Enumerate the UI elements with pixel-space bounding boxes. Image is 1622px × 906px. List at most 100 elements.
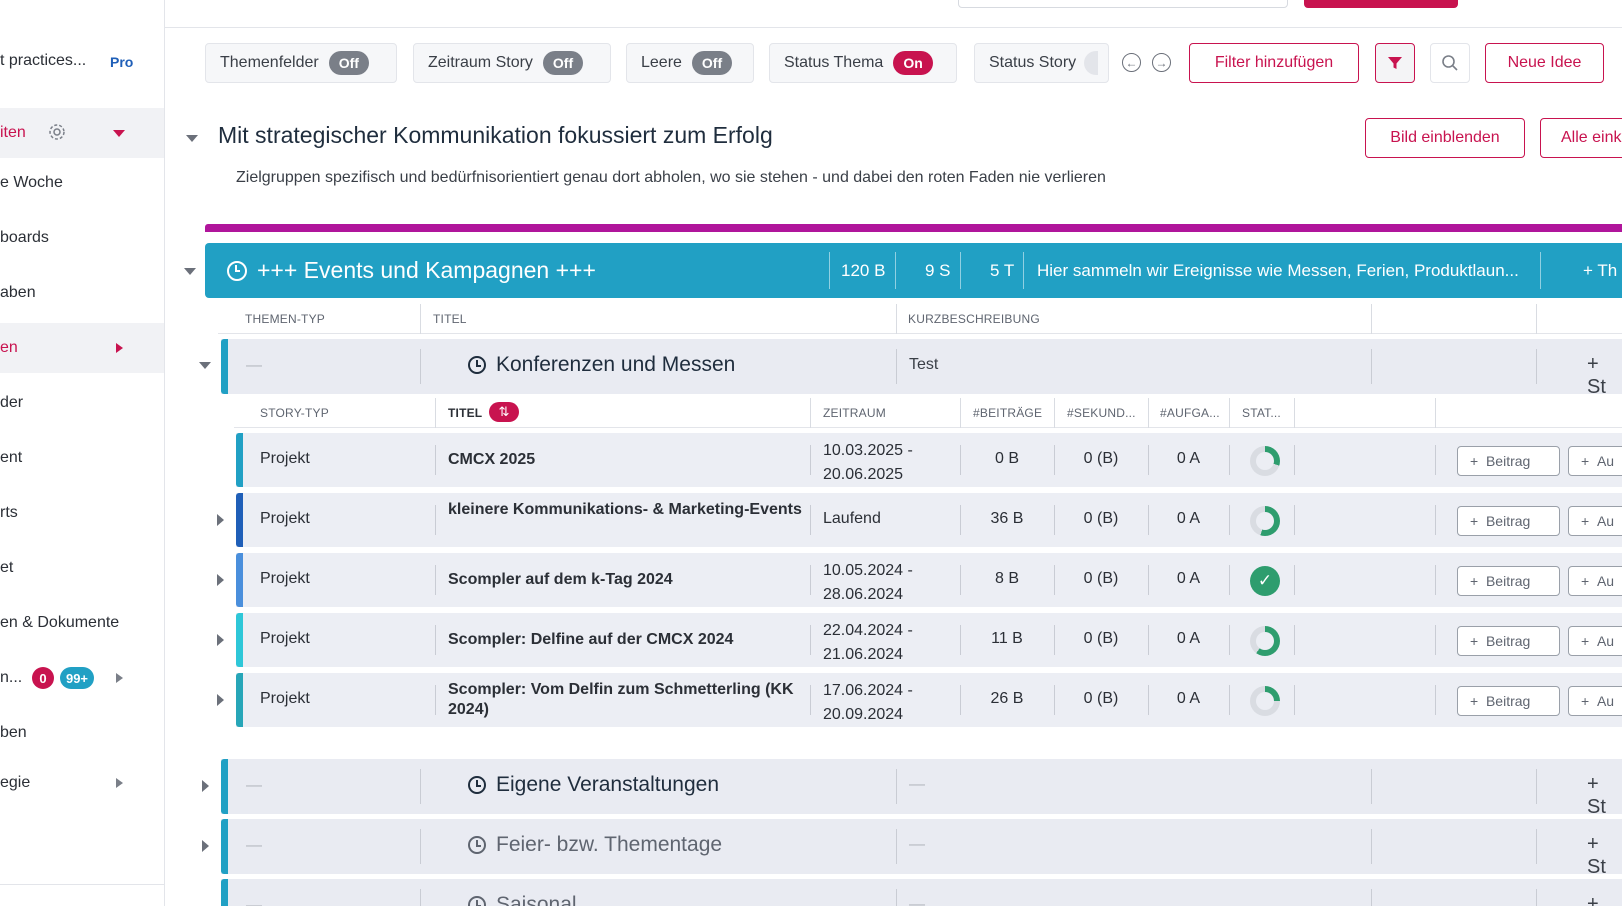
sidebar-item-0[interactable]: iten	[0, 108, 164, 158]
column-header-zeitraum[interactable]: ZEITRAUM	[823, 406, 886, 420]
filter-chip-status-thema[interactable]: Status Thema On	[769, 43, 957, 83]
story-title[interactable]: CMCX 2025	[448, 451, 536, 468]
column-header-kurzbeschreibung[interactable]: KURZBESCHREIBUNG	[908, 312, 1040, 326]
event-category-bar[interactable]: +++ Events und Kampagnen +++ 120 B 9 S 5…	[205, 243, 1622, 298]
story-title[interactable]: kleinere Kommunikations- & Marketing-Eve…	[448, 501, 802, 518]
add-aufgabe-button[interactable]: + Au	[1568, 686, 1622, 716]
sidebar-item-3[interactable]: aben	[0, 268, 164, 318]
top-primary-button[interactable]	[1304, 0, 1458, 8]
column-header-story-typ[interactable]: STORY-TYP	[260, 406, 329, 420]
add-story-button[interactable]: + St	[1587, 893, 1599, 906]
filter-toggle[interactable]: Off	[691, 51, 733, 75]
search-icon[interactable]	[1430, 43, 1470, 83]
top-search-input[interactable]	[958, 0, 1288, 8]
expand-story-icon[interactable]	[217, 694, 224, 706]
scroll-left-icon[interactable]: ←	[1122, 53, 1141, 72]
add-aufgabe-button[interactable]: + Au	[1568, 566, 1622, 596]
column-header-aufgaben[interactable]: #AUFGA...	[1160, 406, 1220, 420]
sidebar-item-7[interactable]: rts	[0, 488, 164, 538]
add-aufgabe-button[interactable]: + Au	[1568, 446, 1622, 476]
expand-group-icon[interactable]	[202, 780, 209, 792]
group-title[interactable]: Konferenzen und Messen	[468, 353, 735, 377]
show-image-button[interactable]: Bild einblenden	[1365, 118, 1525, 158]
sort-icon[interactable]: ⇅	[489, 402, 519, 422]
expand-story-icon[interactable]	[217, 514, 224, 526]
story-row[interactable]: Projekt CMCX 2025 10.03.2025 -20.06.2025…	[236, 433, 1622, 487]
add-aufgabe-button[interactable]: + Au	[1568, 626, 1622, 656]
column-header-themen-typ[interactable]: THEMEN-TYP	[245, 312, 325, 326]
gear-icon[interactable]	[48, 123, 66, 146]
column-header-titel[interactable]: TITEL	[433, 312, 467, 326]
sidebar-item-10[interactable]: n... 0 99+	[0, 653, 164, 703]
story-title[interactable]: Scompler: Delfine auf der CMCX 2024	[448, 631, 734, 648]
collapse-group-icon[interactable]	[199, 362, 211, 369]
filter-chip-zeitraum-story[interactable]: Zeitraum Story Off	[413, 43, 611, 83]
filter-chip-label: Status Story	[989, 54, 1077, 71]
story-row[interactable]: Projekt Scompler: Vom Delfin zum Schmett…	[236, 673, 1622, 727]
story-row[interactable]: Projekt kleinere Kommunikations- & Marke…	[236, 493, 1622, 547]
filter-toggle[interactable]: Off	[542, 51, 584, 75]
story-date: 10.05.2024 -28.06.2024	[823, 562, 913, 603]
column-header-sekundaer[interactable]: #SEKUND...	[1067, 406, 1136, 420]
column-header-titel[interactable]: TITEL	[448, 406, 483, 420]
add-beitrag-button[interactable]: + Beitrag	[1457, 506, 1560, 536]
filter-chip-leere[interactable]: Leere Off	[626, 43, 754, 83]
collapse-event-icon[interactable]	[184, 268, 196, 275]
story-title[interactable]: Scompler auf dem k-Tag 2024	[448, 571, 673, 588]
add-story-button[interactable]: + St	[1587, 353, 1606, 398]
add-beitrag-button[interactable]: + Beitrag	[1457, 446, 1560, 476]
workspace-name[interactable]: t practices...	[0, 52, 87, 69]
group-row[interactable]: — Konferenzen und Messen Test + St	[221, 339, 1622, 398]
sidebar-item-2[interactable]: boards	[0, 213, 164, 263]
add-story-button[interactable]: + St	[1587, 833, 1606, 878]
sidebar-item-1[interactable]: e Woche	[0, 158, 164, 208]
story-title[interactable]: Scompler: Vom Delfin zum Schmetterling (…	[448, 681, 794, 718]
add-story-button[interactable]: + St	[1587, 773, 1606, 818]
add-beitrag-button[interactable]: + Beitrag	[1457, 686, 1560, 716]
story-row[interactable]: Projekt Scompler: Delfine auf der CMCX 2…	[236, 613, 1622, 667]
story-aufgaben: 0 A	[1176, 450, 1201, 467]
group-row-clipped[interactable]: — Saisonal — + St	[221, 879, 1622, 906]
story-sekundaer: 0 (B)	[1083, 450, 1119, 467]
sidebar-item-12[interactable]: egie	[0, 758, 164, 808]
expand-story-icon[interactable]	[217, 574, 224, 586]
expand-all-button[interactable]: Alle eink	[1540, 118, 1622, 158]
add-beitrag-button[interactable]: + Beitrag	[1457, 626, 1560, 656]
group-title[interactable]: Saisonal	[468, 893, 577, 906]
group-row[interactable]: — Feier- bzw. Thementage — + St	[221, 819, 1622, 878]
sidebar-item-6[interactable]: ent	[0, 433, 164, 483]
group-row[interactable]: — Eigene Veranstaltungen — + St	[221, 759, 1622, 818]
sidebar-item-5[interactable]: der	[0, 378, 164, 428]
column-header-status[interactable]: STAT...	[1242, 406, 1281, 420]
expand-group-icon[interactable]	[202, 840, 209, 852]
sidebar-divider	[0, 884, 164, 885]
group-row[interactable]: — Saisonal — + St	[221, 879, 1622, 906]
expand-story-icon[interactable]	[217, 634, 224, 646]
add-aufgabe-button[interactable]: + Au	[1568, 506, 1622, 536]
scroll-right-icon[interactable]: →	[1152, 53, 1171, 72]
add-filter-button[interactable]: Filter hinzufügen	[1189, 43, 1359, 83]
story-column-header	[234, 398, 1622, 428]
group-title[interactable]: Eigene Veranstaltungen	[468, 773, 719, 797]
sidebar-item-4[interactable]: en	[0, 323, 164, 373]
add-beitrag-button[interactable]: + Beitrag	[1457, 566, 1560, 596]
filter-icon[interactable]	[1375, 43, 1415, 83]
story-type: Projekt	[260, 630, 310, 647]
chevron-down-icon[interactable]	[113, 130, 125, 137]
column-header-beitraege[interactable]: #BEITRÄGE	[973, 406, 1043, 420]
collapse-theme-icon[interactable]	[186, 135, 198, 142]
filter-toggle[interactable]	[1084, 51, 1099, 75]
filter-chip-themenfelder[interactable]: Themenfelder Off	[205, 43, 397, 83]
new-idea-button[interactable]: Neue Idee	[1485, 43, 1604, 83]
group-title[interactable]: Feier- bzw. Thementage	[468, 833, 722, 857]
sidebar-item-8[interactable]: et	[0, 543, 164, 593]
filter-toggle[interactable]: Off	[328, 51, 369, 75]
sidebar-item-11[interactable]: ben	[0, 708, 164, 758]
story-row[interactable]: Projekt Scompler auf dem k-Tag 2024 10.0…	[236, 553, 1622, 607]
add-theme-button[interactable]: + Th	[1583, 260, 1618, 280]
group-type: —	[246, 777, 262, 794]
filter-toggle[interactable]: On	[893, 51, 933, 75]
sidebar-item-9[interactable]: en & Dokumente	[0, 598, 164, 648]
filter-chip-status-story[interactable]: Status Story	[974, 43, 1109, 83]
notification-badge-red: 0	[32, 667, 54, 689]
